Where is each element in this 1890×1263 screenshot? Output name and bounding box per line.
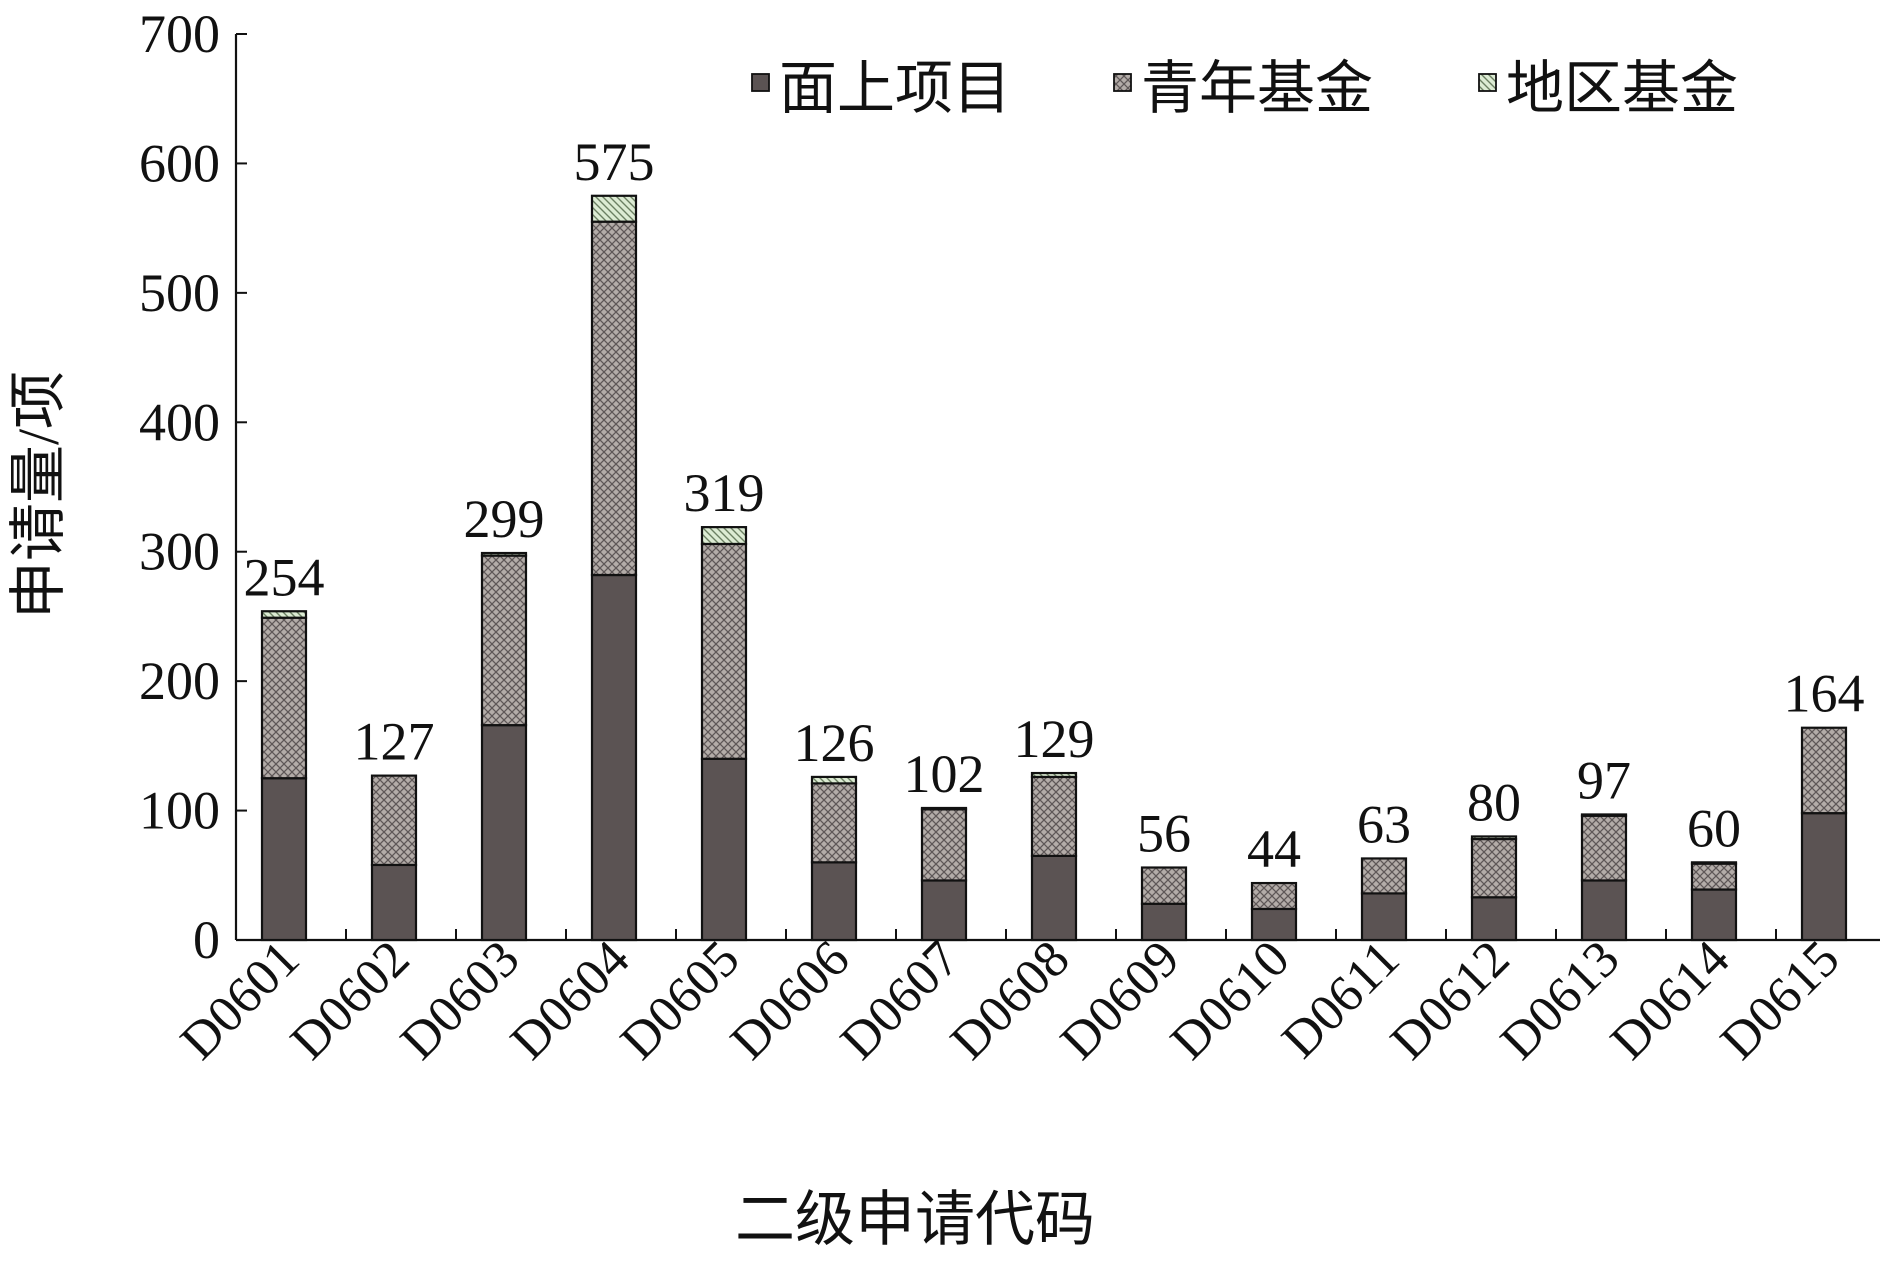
x-tick-label: D0608 xyxy=(940,930,1080,1070)
x-tick-label: D0602 xyxy=(280,930,420,1070)
bars xyxy=(260,194,1848,942)
bar-segment xyxy=(1140,902,1188,942)
x-tick-label: D0614 xyxy=(1600,930,1740,1070)
bar-total-label: 319 xyxy=(684,463,765,523)
bar-segment xyxy=(1030,854,1078,942)
y-tick-label: 100 xyxy=(139,781,220,841)
bar-total-label: 575 xyxy=(574,132,655,192)
legend-swatch xyxy=(751,73,770,92)
bar-total-label: 60 xyxy=(1687,798,1741,858)
bar-segment xyxy=(370,774,418,867)
bar-segment xyxy=(1800,726,1848,815)
y-tick-label: 400 xyxy=(139,392,220,452)
bar-segment xyxy=(1360,892,1408,942)
bar-segment xyxy=(1690,888,1738,942)
legend-label: 面上项目 xyxy=(779,56,1011,121)
bar-segment xyxy=(1690,861,1738,865)
bar-segment xyxy=(810,861,858,942)
bar-segment xyxy=(1250,881,1298,911)
bar-segment xyxy=(1580,813,1628,817)
bar-segment xyxy=(370,863,418,942)
bar-segment xyxy=(700,757,748,942)
bar-segment xyxy=(810,775,858,785)
bar-segment xyxy=(590,573,638,942)
legend-swatch xyxy=(1113,73,1132,92)
bar-total-label: 127 xyxy=(354,712,435,772)
data-labels: 254 127 299 575 319 126 102 129 56 44 63 80 97 60 164 xyxy=(244,132,1865,879)
bar-total-label: 102 xyxy=(904,744,985,804)
x-tick-label: D0611 xyxy=(1271,930,1410,1069)
bar-total-label: 56 xyxy=(1137,804,1191,864)
y-tick-label: 300 xyxy=(139,522,220,582)
bar-total-label: 44 xyxy=(1247,819,1301,879)
bar-segment xyxy=(480,551,528,557)
bar-segment xyxy=(590,194,638,223)
bar-segment xyxy=(700,526,748,546)
bar-segment xyxy=(480,724,528,942)
y-axis-title: 申请量/项 xyxy=(6,371,71,619)
bar-segment xyxy=(920,879,968,942)
bar-total-label: 164 xyxy=(1784,664,1865,724)
bar-total-label: 129 xyxy=(1014,709,1095,769)
bar-segment xyxy=(920,806,968,811)
bar-segment xyxy=(700,542,748,760)
bar-segment xyxy=(260,610,308,619)
legend-label: 青年基金 xyxy=(1141,56,1373,121)
bar-segment xyxy=(1140,866,1188,905)
x-tick-label: D0607 xyxy=(830,930,970,1070)
bar-total-label: 63 xyxy=(1357,794,1411,854)
legend: 面上项目 青年基金 地区基金 xyxy=(751,56,1738,121)
bar-total-label: 126 xyxy=(794,713,875,773)
bar-segment xyxy=(1470,835,1518,841)
x-tick-label: D0605 xyxy=(610,930,750,1070)
legend-swatch xyxy=(1478,73,1497,92)
bar-segment xyxy=(1690,862,1738,891)
x-tick-label: D0604 xyxy=(500,930,640,1070)
bar-segment xyxy=(1030,771,1078,779)
x-tick-label: D0610 xyxy=(1160,930,1300,1070)
legend-label: 地区基金 xyxy=(1506,56,1738,121)
y-tick-label: 200 xyxy=(139,651,220,711)
bar-segment xyxy=(1580,879,1628,942)
y-tick-label: 500 xyxy=(139,263,220,323)
x-tick-label: D0609 xyxy=(1050,930,1190,1070)
bar-segment xyxy=(260,777,308,942)
bar-total-label: 97 xyxy=(1577,750,1631,810)
x-tick-label: D0613 xyxy=(1490,930,1630,1070)
y-tick-label: 0 xyxy=(193,910,220,970)
bar-segment xyxy=(1470,896,1518,942)
x-tick-label: D0601 xyxy=(170,930,310,1070)
x-axis-title: 二级申请代码 xyxy=(735,1187,1095,1253)
bar-segment xyxy=(1470,837,1518,899)
y-tick-label: 700 xyxy=(139,4,220,64)
bar-segment xyxy=(1030,775,1078,857)
bar-segment xyxy=(810,782,858,864)
x-tick-label: D0606 xyxy=(720,930,860,1070)
bar-segment xyxy=(920,808,968,882)
x-tick-label: D0612 xyxy=(1380,930,1520,1070)
y-tick-label: 600 xyxy=(139,133,220,193)
x-tick-label: D0615 xyxy=(1710,930,1850,1070)
bar-segment xyxy=(1580,814,1628,882)
bar-segment xyxy=(1360,857,1408,895)
bar-segment xyxy=(480,554,528,727)
bar-segment xyxy=(260,616,308,780)
bar-segment xyxy=(1250,907,1298,942)
bar-total-label: 80 xyxy=(1467,772,1521,832)
bar-segment xyxy=(1800,812,1848,942)
bar-segment xyxy=(590,220,638,577)
bar-total-label: 299 xyxy=(464,489,545,549)
bar-total-label: 254 xyxy=(244,547,325,607)
x-tick-label: D0603 xyxy=(390,930,530,1070)
